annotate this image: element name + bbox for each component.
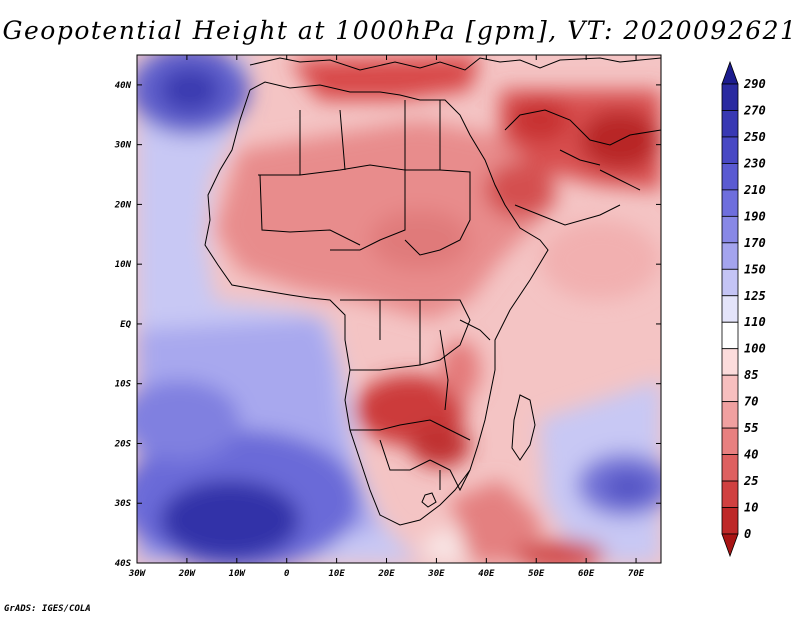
colorbar-label: 70 <box>744 395 758 409</box>
colorbar-bin <box>721 480 739 508</box>
colorbar-max-triangle <box>721 60 739 85</box>
lat-label: 40S <box>115 559 132 569</box>
colorbar-label: 10 <box>744 501 758 515</box>
colorbar-bin <box>721 321 739 350</box>
lon-label: 20E <box>377 569 395 579</box>
colorbar-bin <box>721 295 739 323</box>
colorbar-label: 100 <box>744 342 766 356</box>
coastlines <box>204 57 661 526</box>
colorbar-label: 40 <box>744 448 758 462</box>
height-field <box>137 55 661 563</box>
colorbar-label: 0 <box>744 527 751 541</box>
lat-label: 20S <box>114 439 132 449</box>
lat-label: EQ <box>120 320 131 330</box>
lat-label: 40N <box>115 81 132 91</box>
lon-label: 30W <box>128 569 147 579</box>
lat-label: 10S <box>115 380 132 390</box>
lat-label: 10N <box>115 260 132 270</box>
colorbar-label: 250 <box>743 130 766 144</box>
colorbar-bin <box>721 268 739 297</box>
colorbar-bin <box>721 189 739 217</box>
lon-label: 50E <box>528 569 545 579</box>
colorbar-label: 25 <box>743 474 758 488</box>
colorbar-bin <box>721 374 739 403</box>
lon-label: 70E <box>628 569 645 579</box>
colorbar-min-triangle <box>721 533 739 558</box>
lon-label: 0 <box>284 569 290 579</box>
lat-label: 30N <box>114 141 132 151</box>
colorbar-bin <box>721 136 739 164</box>
lon-label: 60E <box>578 569 595 579</box>
colorbar-label: 55 <box>744 421 758 435</box>
colorbar-bin <box>721 83 739 111</box>
latitude-axis: 40N 30N 20N 10N EQ 10S 20S 30S 40S <box>114 81 661 569</box>
colorbar: 2902702502302101901701501251101008570554… <box>721 60 766 558</box>
colorbar-label: 170 <box>744 236 766 250</box>
colorbar-label: 150 <box>744 262 766 276</box>
colorbar-label: 190 <box>744 209 766 223</box>
colorbar-label: 125 <box>744 289 766 303</box>
lon-label: 10W <box>229 569 247 579</box>
longitude-axis: 30W 20W 10W 0 10E 20E 30E 40E 50E 60E 70E <box>128 55 645 579</box>
colorbar-bin <box>721 454 739 482</box>
plot-frame <box>136 54 662 564</box>
colorbar-bin <box>721 215 739 244</box>
colorbar-label: 110 <box>744 315 766 329</box>
colorbar-bin <box>721 242 739 270</box>
colorbar-bin <box>721 348 739 376</box>
map-title: Geopotential Height at 1000hPa [gpm], VT… <box>2 16 798 45</box>
colorbar-label: 230 <box>743 156 766 170</box>
colorbar-label: 290 <box>743 77 766 91</box>
colorbar-bin <box>721 110 739 138</box>
colorbar-bin <box>721 427 739 455</box>
lon-label: 40E <box>478 569 495 579</box>
lat-label: 30S <box>114 499 132 509</box>
lat-label: 20N <box>114 200 132 210</box>
lon-label: 30E <box>427 569 445 579</box>
grads-credit: GrADS: IGES/COLA <box>4 604 91 614</box>
colorbar-label: 270 <box>743 103 766 117</box>
lon-label: 10E <box>328 569 345 579</box>
colorbar-label: 210 <box>743 183 766 197</box>
colorbar-bin <box>721 507 739 535</box>
colorbar-bin <box>721 163 739 191</box>
colorbar-bin <box>721 401 739 429</box>
colorbar-label: 85 <box>744 368 758 382</box>
lon-label: 20W <box>178 569 197 579</box>
